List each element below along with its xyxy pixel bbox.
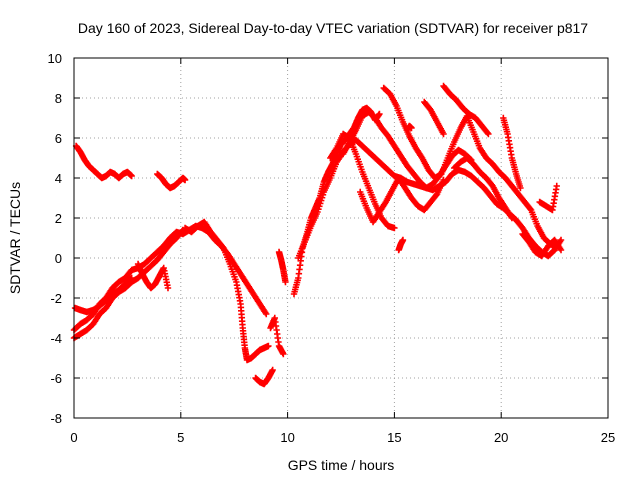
y-tick-label: -8: [50, 411, 62, 426]
gridlines: [74, 58, 608, 418]
series-t22: [500, 114, 524, 192]
series-t3: [71, 274, 135, 316]
data-point: [127, 275, 134, 283]
series-t11: [290, 104, 383, 298]
data-point: [219, 243, 226, 251]
data-point: [526, 205, 534, 213]
plot-frame: [73, 57, 609, 419]
series-t20: [440, 82, 492, 138]
y-tick-label: 2: [55, 211, 62, 226]
data-point: [440, 176, 447, 184]
data-point: [484, 129, 491, 137]
data-point: [557, 236, 565, 244]
y-axis-ticks: -8 -6 -4 -2 0 2 4 6 8 10: [48, 51, 608, 426]
series-t4: [72, 142, 135, 182]
data-point: [269, 366, 276, 374]
series-t9: [267, 314, 287, 358]
series-t8: [252, 366, 276, 388]
data-point: [553, 182, 560, 190]
x-axis-ticks: 0 5 10 15 20 25: [70, 58, 615, 445]
data-point: [485, 130, 492, 138]
data-point: [440, 130, 447, 138]
series-t10: [275, 248, 289, 286]
data-point: [399, 236, 407, 244]
data-point: [178, 227, 186, 235]
x-tick-label: 5: [177, 430, 184, 445]
data-point: [265, 342, 272, 350]
y-tick-label: -4: [50, 331, 62, 346]
data-point: [164, 284, 172, 292]
x-tick-label: 25: [601, 430, 615, 445]
data-point: [181, 176, 189, 184]
chart-title: Day 160 of 2023, Sidereal Day-to-day VTE…: [78, 20, 588, 36]
series-t23: [519, 230, 565, 260]
data-point: [508, 214, 516, 222]
data-point: [128, 172, 135, 180]
data-points: [70, 82, 565, 388]
y-tick-label: 8: [55, 91, 62, 106]
series-t24: [536, 182, 560, 214]
data-point: [557, 246, 565, 254]
data-point: [408, 124, 415, 132]
y-tick-label: -2: [50, 291, 62, 306]
y-tick-label: 6: [55, 131, 62, 146]
x-tick-label: 15: [387, 430, 401, 445]
data-point: [517, 184, 524, 192]
y-axis-label: SDTVAR / TECUs: [7, 182, 23, 294]
data-point: [376, 110, 383, 118]
x-tick-label: 10: [280, 430, 294, 445]
data-point: [280, 350, 287, 358]
data-point: [282, 278, 289, 286]
data-point: [263, 310, 270, 318]
x-axis-label: GPS time / hours: [288, 457, 395, 473]
series-t7: [181, 218, 272, 364]
series-t19: [421, 98, 447, 138]
series-t17: [395, 236, 407, 254]
x-tick-label: 0: [70, 430, 77, 445]
y-tick-label: 10: [48, 51, 62, 66]
series-t5: [154, 170, 189, 192]
y-tick-label: 0: [55, 251, 62, 266]
series-t18: [404, 122, 415, 134]
data-point: [391, 224, 398, 232]
series-t21: [451, 154, 516, 222]
x-tick-label: 20: [494, 430, 508, 445]
series-t15: [357, 174, 447, 226]
y-tick-label: 4: [55, 171, 62, 186]
series-t6: [134, 260, 172, 292]
y-tick-label: -6: [50, 371, 62, 386]
data-point: [128, 274, 135, 282]
